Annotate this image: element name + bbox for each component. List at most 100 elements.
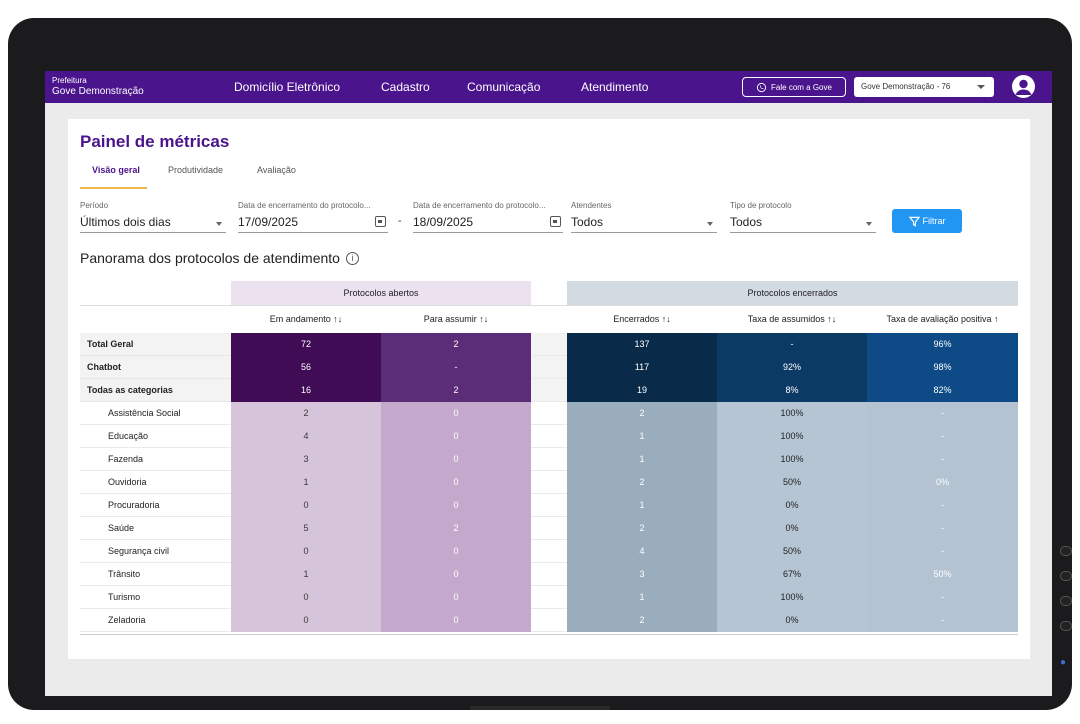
chevron-down-icon — [977, 85, 985, 89]
fale-label: Fale com a Gove — [771, 82, 832, 92]
cell-encerrados: 1 — [567, 425, 717, 448]
periodo-select[interactable]: Últimos dois dias — [80, 215, 226, 233]
data-inicio-field[interactable]: 17/09/2025 — [238, 215, 388, 233]
cell-taxa-de-avaliacao-positiva: - — [867, 586, 1018, 609]
cell-encerrados: 1 — [567, 448, 717, 471]
cell-taxa-de-avaliacao-positiva: - — [867, 494, 1018, 517]
monitor-frame: ● Prefeitura Gove Demonstração Domicílio… — [8, 18, 1072, 710]
cell-encerrados: 3 — [567, 563, 717, 586]
cell-taxa-de-assumidos: 0% — [717, 609, 867, 632]
category-row: Saúde 5 2 2 0% - — [80, 517, 1018, 540]
data-fim-value: 18/09/2025 — [413, 215, 474, 229]
chevron-down-icon — [707, 222, 713, 226]
tipo-select[interactable]: Todos — [730, 215, 876, 233]
periodo-value: Últimos dois dias — [80, 215, 171, 229]
brand-line-1: Prefeitura — [52, 76, 87, 85]
periodo-label: Período — [80, 201, 109, 210]
cell-em-andamento: 0 — [231, 540, 381, 563]
organization-select[interactable]: Gove Demonstração - 76 — [854, 77, 994, 97]
category-row-label: Procuradoria — [80, 494, 231, 517]
calendar-icon[interactable] — [375, 216, 386, 227]
active-tab-indicator — [80, 187, 147, 189]
cell-taxa-de-avaliacao-positiva: 50% — [867, 563, 1018, 586]
cell-em-andamento: 16 — [231, 379, 381, 402]
column-header-taxa-de-assumidos[interactable]: Taxa de assumidos ↑↓ — [747, 314, 837, 324]
cell-taxa-de-assumidos: 100% — [717, 402, 867, 425]
section-title: Panorama dos protocolos de atendimento i — [80, 250, 359, 266]
cell-encerrados: 19 — [567, 379, 717, 402]
column-gap — [531, 471, 567, 494]
column-gap — [531, 586, 567, 609]
tab-produtividade[interactable]: Produtividade — [168, 165, 224, 175]
cell-taxa-de-avaliacao-positiva: - — [867, 517, 1018, 540]
tipo-value: Todos — [730, 215, 763, 229]
category-row-label: Turismo — [80, 586, 231, 609]
filtrar-label: Filtrar — [922, 216, 946, 226]
info-icon[interactable]: i — [345, 251, 359, 265]
monitor-side-button — [1060, 546, 1072, 556]
column-gap — [531, 563, 567, 586]
cell-taxa-de-avaliacao-positiva: 96% — [867, 333, 1018, 356]
category-row-label: Ouvidoria — [80, 471, 231, 494]
nav-domicilio-eletronico[interactable]: Domicílio Eletrônico — [234, 80, 341, 94]
fale-com-a-gove-button[interactable]: Fale com a Gove — [742, 77, 846, 97]
calendar-icon[interactable] — [550, 216, 561, 227]
cell-encerrados: 4 — [567, 540, 717, 563]
section-title-text: Panorama dos protocolos de atendimento — [80, 250, 340, 266]
nav-comunicacao[interactable]: Comunicação — [467, 80, 541, 94]
column-gap — [531, 333, 567, 356]
group-header-protocolos-abertos: Protocolos abertos — [231, 281, 531, 305]
cell-encerrados: 117 — [567, 356, 717, 379]
cell-encerrados: 1 — [567, 494, 717, 517]
brand-line-2: Gove Demonstração — [52, 86, 144, 97]
monitor-side-button — [1060, 596, 1072, 606]
cell-para-assumir: 0 — [381, 402, 531, 425]
cell-em-andamento: 0 — [231, 494, 381, 517]
category-row: Ouvidoria 1 0 2 50% 0% — [80, 471, 1018, 494]
cell-encerrados: 2 — [567, 517, 717, 540]
cell-para-assumir: 0 — [381, 540, 531, 563]
data-fim-field[interactable]: 18/09/2025 — [413, 215, 563, 233]
cell-em-andamento: 56 — [231, 356, 381, 379]
nav-atendimento[interactable]: Atendimento — [581, 80, 649, 94]
cell-taxa-de-assumidos: 100% — [717, 448, 867, 471]
column-header-para-assumir[interactable]: Para assumir ↑↓ — [423, 314, 489, 324]
category-row: Educação 4 0 1 100% - — [80, 425, 1018, 448]
cell-taxa-de-avaliacao-positiva: - — [867, 448, 1018, 471]
cell-para-assumir: 2 — [381, 333, 531, 356]
cell-para-assumir: 0 — [381, 448, 531, 471]
cell-em-andamento: 3 — [231, 448, 381, 471]
brand-logo[interactable]: Prefeitura Gove Demonstração — [52, 75, 144, 97]
category-row: Fazenda 3 0 1 100% - — [80, 448, 1018, 471]
cell-em-andamento: 5 — [231, 517, 381, 540]
cell-em-andamento: 0 — [231, 586, 381, 609]
table-bottom-border — [80, 634, 1018, 635]
cell-para-assumir: - — [381, 356, 531, 379]
column-gap — [531, 448, 567, 471]
category-row-label: Assistência Social — [80, 402, 231, 425]
column-gap — [531, 540, 567, 563]
cell-encerrados: 137 — [567, 333, 717, 356]
category-row-label: Fazenda — [80, 448, 231, 471]
tipo-label: Tipo de protocolo — [730, 201, 792, 210]
header-divider — [80, 305, 1018, 306]
tab-visao-geral[interactable]: Visão geral — [92, 165, 140, 175]
cell-taxa-de-assumidos: 0% — [717, 517, 867, 540]
column-gap — [531, 402, 567, 425]
column-header-em-andamento[interactable]: Em andamento ↑↓ — [269, 314, 343, 324]
atendentes-select[interactable]: Todos — [571, 215, 717, 233]
cell-taxa-de-avaliacao-positiva: 0% — [867, 471, 1018, 494]
data-inicio-label: Data de encerramento do protocolo... — [238, 201, 371, 210]
user-avatar-icon[interactable] — [1012, 75, 1035, 98]
cell-taxa-de-avaliacao-positiva: 82% — [867, 379, 1018, 402]
filtrar-button[interactable]: Filtrar — [892, 209, 962, 233]
nav-cadastro[interactable]: Cadastro — [381, 80, 430, 94]
cell-em-andamento: 1 — [231, 563, 381, 586]
cell-para-assumir: 0 — [381, 494, 531, 517]
whatsapp-icon — [756, 82, 767, 92]
column-header-encerrados[interactable]: Encerrados ↑↓ — [613, 314, 671, 324]
cell-taxa-de-assumidos: 50% — [717, 540, 867, 563]
tab-avaliacao[interactable]: Avaliação — [257, 165, 296, 175]
atendentes-label: Atendentes — [571, 201, 612, 210]
column-header-taxa-de-avaliacao-positiva[interactable]: Taxa de avaliação positiva ↑ — [886, 314, 999, 324]
